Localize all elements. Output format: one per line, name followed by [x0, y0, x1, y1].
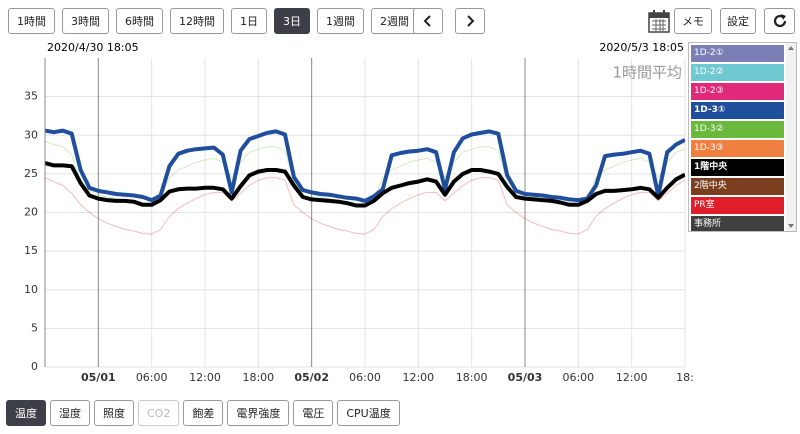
x-tick-label: 06:00 [136, 371, 168, 384]
x-tick-label: 06:00 [562, 371, 594, 384]
memo-button[interactable]: メモ [674, 8, 712, 34]
calendar-icon[interactable] [648, 9, 670, 33]
legend: 1D-2① 1D-2② 1D-2③ 1D-3① 1D-3② 1D-3③ 1階中央 2階中央 PR… [688, 42, 797, 232]
start-label: 2020/4/30 18:05 [47, 41, 139, 54]
range-button[interactable]: 6時間 [116, 8, 163, 34]
x-tick-label: 05/02 [294, 371, 329, 384]
x-tick-label: 05/03 [508, 371, 543, 384]
range-button[interactable]: 2週間 [371, 8, 418, 34]
series-line [45, 128, 685, 203]
metric-tab[interactable]: 照度 [94, 400, 134, 426]
legend-item[interactable]: 1D-2③ [691, 83, 784, 100]
x-tick-label: 18:00 [242, 371, 274, 384]
x-tick-label: 18:00 [456, 371, 488, 384]
series-line [45, 161, 685, 208]
legend-item[interactable]: 1D-2② [691, 64, 784, 81]
range-button[interactable]: 1週間 [317, 8, 364, 34]
settings-button[interactable]: 設定 [720, 8, 756, 34]
annotation: 1時間平均 [612, 64, 682, 82]
x-tick-label: 12:00 [189, 371, 221, 384]
prev-button[interactable] [413, 8, 443, 34]
legend-item[interactable]: PR室 [691, 197, 784, 214]
y-tick-label: 0 [31, 360, 38, 373]
metric-tab[interactable]: 電圧 [293, 400, 334, 426]
metric-tabs: 温度 湿度 照度 CO2 飽差 電界強度 電圧 CPU温度 [6, 400, 400, 426]
x-tick-label: 12:00 [402, 371, 434, 384]
legend-item[interactable]: 1階中央 [691, 159, 784, 176]
scrollbar[interactable] [786, 43, 796, 231]
legend-item[interactable]: 1D-3① [691, 102, 784, 119]
metric-tab[interactable]: 温度 [6, 400, 46, 426]
range-button[interactable]: 3時間 [62, 8, 109, 34]
x-tick-label: 06:00 [349, 371, 381, 384]
y-tick-label: 10 [24, 283, 38, 296]
metric-tab[interactable]: 湿度 [50, 400, 90, 426]
y-tick-label: 5 [31, 321, 38, 334]
next-button[interactable] [455, 8, 485, 34]
y-tick-label: 30 [24, 128, 38, 141]
legend-item[interactable]: 1D-3② [691, 121, 784, 138]
range-toolbar: 1時間 3時間 6時間 12時間 1日 3日 1週間 2週間 [8, 8, 418, 34]
range-button[interactable]: 1時間 [8, 8, 55, 34]
range-button[interactable]: 1日 [231, 8, 267, 34]
legend-item[interactable]: 2階中央 [691, 178, 784, 195]
legend-item[interactable]: 事務所 [691, 216, 784, 231]
x-tick-label: 12:00 [616, 371, 648, 384]
series-line [45, 177, 685, 235]
x-tick-label: 05/01 [81, 371, 116, 384]
legend-item[interactable]: 1D-2① [691, 45, 784, 62]
refresh-button[interactable] [764, 8, 795, 34]
y-tick-label: 25 [24, 167, 38, 180]
range-button[interactable]: 3日 [274, 8, 310, 34]
metric-tab[interactable]: CPU温度 [337, 400, 400, 426]
x-tick-label: 18: [676, 371, 694, 384]
metric-tab[interactable]: 飽差 [183, 400, 224, 426]
range-button[interactable]: 12時間 [170, 8, 224, 34]
end-label: 2020/5/3 18:05 [599, 41, 684, 54]
y-tick-label: 15 [24, 244, 38, 257]
legend-item[interactable]: 1D-3③ [691, 140, 784, 157]
y-tick-label: 20 [24, 206, 38, 219]
y-tick-label: 35 [24, 90, 38, 103]
metric-tab: CO2 [138, 400, 180, 426]
metric-tab[interactable]: 電界強度 [227, 400, 290, 426]
